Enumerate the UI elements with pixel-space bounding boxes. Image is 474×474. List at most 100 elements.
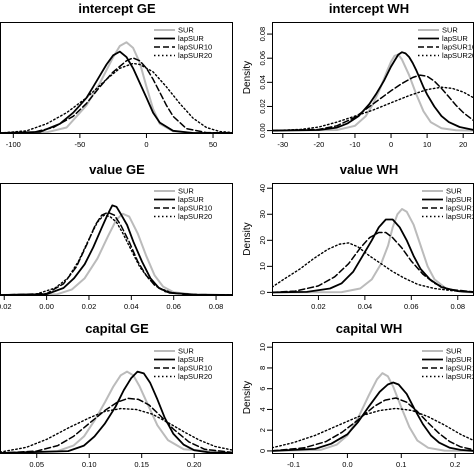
y-tick-label: 6 — [258, 387, 267, 391]
curves — [273, 51, 473, 132]
x-tick-label: -0.1 — [287, 460, 300, 469]
density-curve-sur — [1, 212, 232, 295]
density-curve-lapsur20 — [1, 407, 232, 453]
density-curve-lapsur — [273, 51, 473, 132]
x-tick-label: 0.1 — [396, 460, 406, 469]
panel-title: intercept GE — [78, 1, 156, 16]
density-curve-lapsur — [1, 370, 232, 453]
panel-title: intercept WH — [329, 1, 409, 16]
y-tick-label: 30 — [258, 210, 267, 218]
legend-label-lapsur20: lapSUR20 — [446, 212, 474, 221]
panel-6: capital WH -0.1 0.0 0.1 0.2 0 2 4 6 8 10 Density SUR… — [242, 321, 474, 469]
legend-label-lapsur: lapSUR — [446, 355, 472, 364]
density-curve-lapsur — [273, 218, 473, 294]
x-tick-label: 0 — [144, 140, 148, 149]
density-curve-sur — [273, 53, 473, 132]
y-tick-label: 0.06 — [258, 51, 267, 66]
y-tick-label: 0.04 — [258, 75, 267, 90]
legend-label-sur: SUR — [178, 26, 194, 35]
x-tick-label: 0.2 — [450, 460, 460, 469]
density-curve-lapsur20 — [1, 62, 232, 133]
x-tick-label: 10 — [423, 140, 431, 149]
x-tick-label: -100 — [6, 140, 21, 149]
x-tick-label: 0.04 — [124, 302, 139, 311]
plot-frame — [0, 183, 233, 296]
panel-2: intercept WH -30 -20 -10 0 10 20 0.00 0.02 0.04 0.… — [242, 1, 474, 149]
y-tick-label: 0 — [258, 449, 267, 453]
x-tick-label: 50 — [209, 140, 217, 149]
density-curve-lapsur10 — [273, 231, 473, 294]
legend-label-lapsur: lapSUR — [442, 34, 468, 43]
legend-label-lapsur20: lapSUR20 — [446, 372, 474, 381]
x-tick-label: 0.02 — [311, 302, 326, 311]
panel-3: value GE 0.02 0.00 0.02 0.04 0.06 0.08 SUR lapSU… — [0, 162, 233, 311]
panel-1: intercept GE -100 -50 0 50 SURlapSURlapSUR10l… — [0, 1, 233, 149]
panel-5: capital GE0.05 0.10 0.15 0.20SURlapSURlapSU… — [0, 321, 233, 469]
legend-label-lapsur20: lapSUR20 — [178, 212, 212, 221]
density-curve-lapsur10 — [273, 397, 473, 452]
x-tick-label: 0.00 — [39, 302, 54, 311]
panel-title: capital WH — [336, 321, 402, 336]
y-tick-label: 0.00 — [258, 123, 267, 138]
y-axis-label: Density — [242, 381, 253, 414]
y-tick-label: 4 — [258, 407, 267, 411]
y-axis-label: Density — [242, 61, 253, 94]
curves — [273, 208, 473, 294]
legend-label-lapsur10: lapSUR10 — [178, 204, 212, 213]
legend-label-sur: SUR — [446, 187, 462, 196]
plot-frame — [0, 22, 233, 134]
y-tick-label: 2 — [258, 428, 267, 432]
x-tick-label: 0.02 — [82, 302, 97, 311]
density-curve-lapsur20 — [1, 214, 232, 295]
x-tick-label: -30 — [277, 140, 288, 149]
y-tick-label: 40 — [258, 184, 267, 192]
density-curve-lapsur10 — [273, 74, 473, 132]
panel-4: value WH 0.02 0.04 0.06 0.08 0 10 20 30 40 Density… — [242, 162, 474, 311]
legend-label-lapsur20: lapSUR20 — [442, 51, 474, 60]
density-curve-sur — [273, 208, 473, 294]
x-tick-label: 0.10 — [82, 460, 97, 469]
legend-label-sur: SUR — [178, 347, 194, 356]
plot-frame — [0, 342, 233, 454]
density-curve-lapsur10 — [1, 211, 232, 295]
x-tick-label: 0 — [389, 140, 393, 149]
x-tick-label: -10 — [350, 140, 361, 149]
x-tick-label: 0.05 — [29, 460, 44, 469]
legend-label-lapsur10: lapSUR10 — [446, 204, 474, 213]
x-tick-label: 20 — [459, 140, 467, 149]
y-tick-label: 10 — [258, 262, 267, 270]
curves — [1, 370, 232, 453]
curves — [273, 372, 473, 452]
density-curve-lapsur20 — [273, 242, 473, 293]
y-tick-label: 8 — [258, 366, 267, 370]
legend-label-lapsur20: lapSUR20 — [178, 372, 212, 381]
legend-label-sur: SUR — [442, 26, 458, 35]
y-tick-label: 0.02 — [258, 99, 267, 114]
y-tick-label: 0 — [258, 290, 267, 294]
legend-label-lapsur10: lapSUR10 — [178, 43, 212, 52]
x-tick-label: 0.20 — [187, 460, 202, 469]
x-tick-label: -50 — [74, 140, 85, 149]
y-tick-label: 10 — [258, 343, 267, 351]
panel-title: value GE — [89, 162, 145, 177]
x-tick-label: 0.06 — [166, 302, 181, 311]
y-tick-label: 20 — [258, 236, 267, 244]
curves — [1, 41, 232, 133]
x-tick-label: 0.0 — [342, 460, 352, 469]
y-tick-label: 0.08 — [258, 27, 267, 42]
x-tick-label: 0.04 — [358, 302, 373, 311]
x-tick-label: 0.02 — [0, 302, 12, 311]
legend-label-lapsur20: lapSUR20 — [178, 51, 212, 60]
legend-label-sur: SUR — [178, 187, 194, 196]
density-curve-lapsur20 — [273, 407, 473, 449]
x-tick-label: 0.08 — [450, 302, 465, 311]
legend-label-lapsur: lapSUR — [446, 195, 472, 204]
density-curve-sur — [1, 370, 232, 453]
x-tick-label: 0.08 — [209, 302, 224, 311]
